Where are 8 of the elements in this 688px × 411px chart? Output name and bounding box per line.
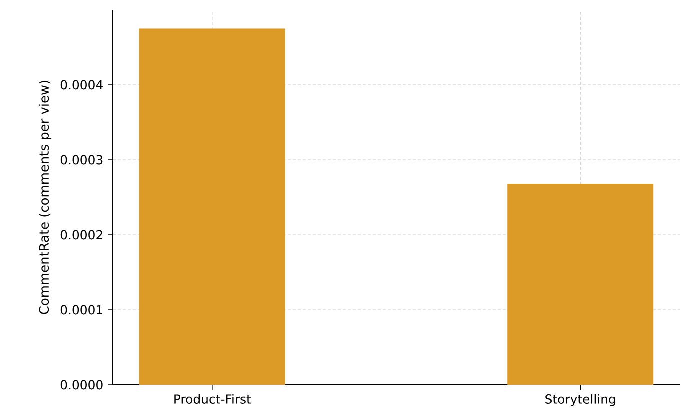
y-tick-label: 0.0004 [60,80,103,90]
y-axis-title: CommentRate (comments per view) [39,81,52,314]
y-tick-label: 0.0000 [60,380,103,390]
y-tick-label: 0.0003 [60,155,103,165]
y-tick-label: 0.0001 [60,305,103,315]
x-tick-label: Product-First [174,394,252,404]
x-tick-label: Storytelling [546,394,616,406]
y-tick-label: 0.0002 [60,230,102,240]
